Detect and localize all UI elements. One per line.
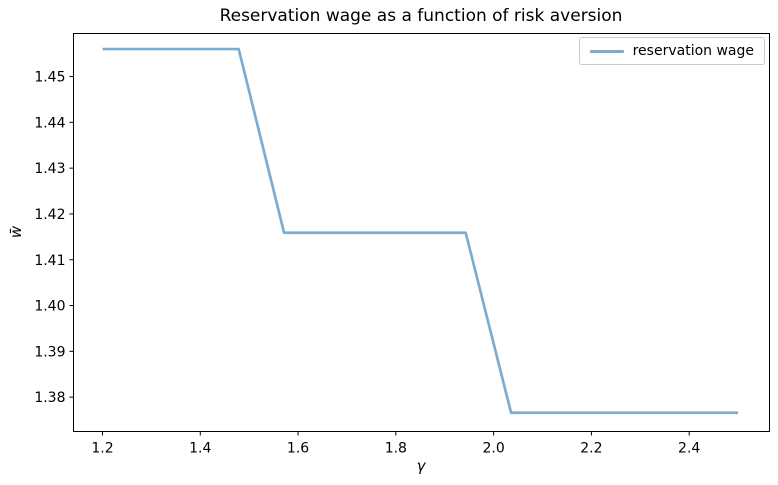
legend-line-swatch [589,49,624,53]
y-tick-label: 1.40 [34,299,65,315]
reservation-wage-line [102,47,739,415]
x-tick-label: 1.2 [91,441,113,457]
y-tick-label: 1.41 [34,253,65,269]
y-tick-label: 1.39 [34,344,65,360]
y-tick-label: 1.44 [34,115,65,131]
chart-title: Reservation wage as a function of risk a… [219,6,623,26]
x-tick-label: 1.4 [189,441,211,457]
legend-label: reservation wage [632,43,754,59]
y-tick-label: 1.45 [34,70,65,86]
x-tick-label: 1.8 [385,441,407,457]
y-tick-label: 1.42 [34,207,65,223]
y-tick-label: 1.38 [34,390,65,406]
axes-spines [73,33,770,432]
x-tick-label: 2.2 [580,441,602,457]
x-tick-label: 2.0 [482,441,504,457]
x-tick-label: 2.4 [678,441,700,457]
legend: reservation wage [578,37,765,65]
y-tick-label: 1.43 [34,161,65,177]
x-axis-label: γ [416,457,426,475]
y-axis-label: w̄ [7,225,25,239]
x-tick-label: 1.6 [287,441,309,457]
